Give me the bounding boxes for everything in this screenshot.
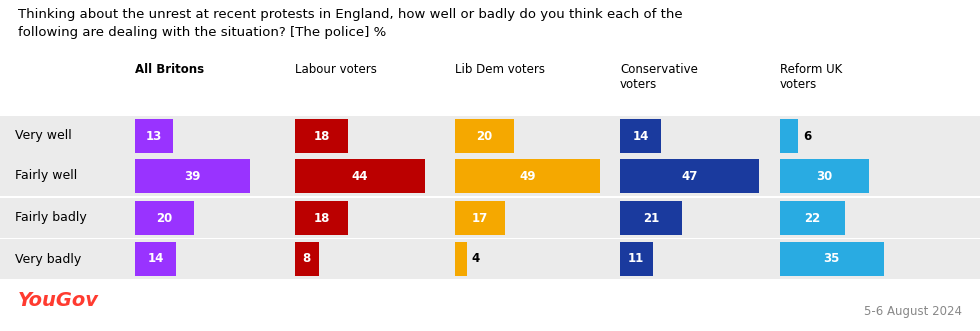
Bar <box>295 201 348 235</box>
Text: Fairly well: Fairly well <box>15 169 77 182</box>
Text: 6: 6 <box>803 129 811 143</box>
Bar <box>620 242 653 276</box>
Text: 35: 35 <box>823 253 840 265</box>
Text: 20: 20 <box>157 212 172 224</box>
Bar <box>455 242 466 276</box>
Bar <box>0 156 980 196</box>
Text: 4: 4 <box>471 253 480 265</box>
Text: Fairly badly: Fairly badly <box>15 212 87 224</box>
Bar <box>0 198 980 238</box>
Text: Lib Dem voters: Lib Dem voters <box>455 63 545 76</box>
Text: 17: 17 <box>472 212 488 224</box>
Bar <box>620 159 760 193</box>
Text: 11: 11 <box>628 253 645 265</box>
Text: YouGov: YouGov <box>18 292 99 310</box>
Bar <box>455 159 600 193</box>
Text: Conservative
voters: Conservative voters <box>620 63 698 91</box>
Text: 47: 47 <box>681 169 698 182</box>
Bar <box>295 159 425 193</box>
Text: Very well: Very well <box>15 129 72 143</box>
Bar <box>135 201 194 235</box>
Text: 14: 14 <box>632 129 649 143</box>
Bar <box>135 242 176 276</box>
Text: Labour voters: Labour voters <box>295 63 377 76</box>
Bar <box>780 159 869 193</box>
Text: Thinking about the unrest at recent protests in England, how well or badly do yo: Thinking about the unrest at recent prot… <box>18 8 683 39</box>
Text: 49: 49 <box>519 169 536 182</box>
Text: Reform UK
voters: Reform UK voters <box>780 63 842 91</box>
Text: 44: 44 <box>352 169 368 182</box>
Bar <box>135 159 251 193</box>
Text: All Britons: All Britons <box>135 63 204 76</box>
Bar <box>780 119 798 153</box>
Bar <box>0 239 980 279</box>
Text: 14: 14 <box>148 253 164 265</box>
Bar <box>135 119 173 153</box>
Text: 5-6 August 2024: 5-6 August 2024 <box>864 305 962 317</box>
Text: 30: 30 <box>816 169 833 182</box>
Bar <box>780 242 884 276</box>
Bar <box>0 116 980 156</box>
Text: Very badly: Very badly <box>15 253 81 265</box>
Bar <box>295 119 348 153</box>
Text: 22: 22 <box>805 212 820 224</box>
Text: 39: 39 <box>184 169 201 182</box>
Bar <box>455 201 506 235</box>
Bar <box>295 242 319 276</box>
Text: 13: 13 <box>146 129 163 143</box>
Text: 18: 18 <box>314 129 330 143</box>
Text: 20: 20 <box>476 129 493 143</box>
Text: 21: 21 <box>643 212 660 224</box>
Bar <box>620 201 682 235</box>
Bar <box>780 201 845 235</box>
Text: 8: 8 <box>303 253 311 265</box>
Text: 18: 18 <box>314 212 330 224</box>
Bar <box>620 119 662 153</box>
Bar <box>455 119 514 153</box>
